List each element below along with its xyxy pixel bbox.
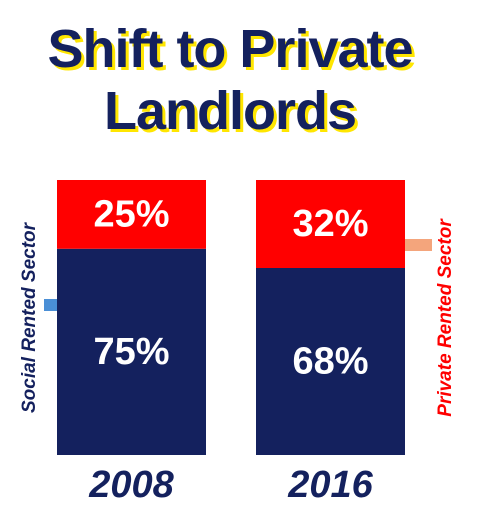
legend-label: Private Rented Sector [435, 218, 456, 417]
value-label: 25% [93, 193, 169, 235]
bar-segment [57, 180, 206, 249]
value-label: 68% [292, 341, 368, 383]
legend-label: Social Rented Sector [19, 221, 40, 413]
value-label: 32% [292, 203, 368, 245]
bar-segment [256, 268, 405, 455]
x-tick-label: 2016 [287, 464, 373, 506]
x-tick-label: 2008 [88, 464, 174, 506]
chart-title: Shift to Private Landlords [47, 19, 413, 141]
value-label: 75% [93, 331, 169, 373]
bar-segment [256, 180, 405, 268]
bar-segment [57, 248, 206, 455]
